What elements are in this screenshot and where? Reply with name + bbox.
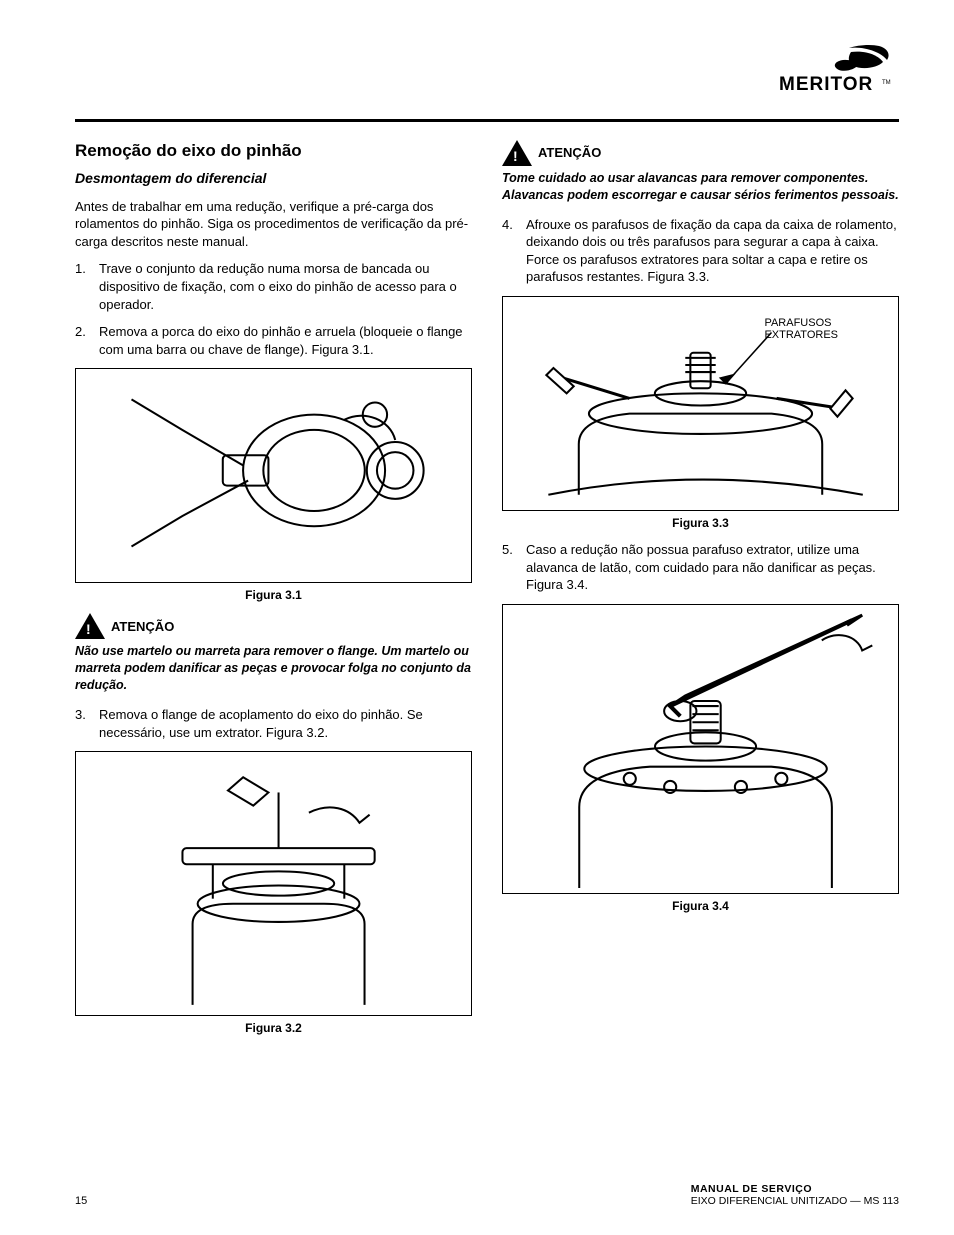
warning-header: ATENÇÃO [502,140,899,166]
step-number: 5. [502,541,526,594]
header-rule [75,119,899,122]
warning-label: ATENÇÃO [111,618,174,636]
page-number: 15 [75,1195,87,1207]
step-text: Trave o conjunto da redução numa morsa d… [99,260,472,313]
svg-text:TM: TM [882,80,891,86]
step-text: Afrouxe os parafusos de fixação da capa … [526,216,899,286]
figure-3-1 [75,368,472,583]
footer-subtitle: EIXO DIFERENCIAL UNITIZADO — MS 113 [691,1195,899,1207]
left-column: Remoção do eixo do pinhão Desmontagem do… [75,140,472,1180]
step-number: 3. [75,706,99,741]
step-2: 2. Remova a porca do eixo do pinhão e ar… [75,323,472,358]
figure-caption: Figura 3.3 [502,515,899,531]
brand-logo: MERITOR TM [779,40,899,105]
figure-3-2 [75,751,472,1016]
figure-caption: Figura 3.2 [75,1020,472,1036]
intro-paragraph: Antes de trabalhar em uma redução, verif… [75,198,472,251]
section-title: Remoção do eixo do pinhão [75,140,472,163]
figure-3-4 [502,604,899,894]
figure-caption: Figura 3.4 [502,898,899,914]
svg-text:MERITOR: MERITOR [779,74,873,95]
step-number: 2. [75,323,99,358]
step-3: 3. Remova o flange de acoplamento do eix… [75,706,472,741]
step-5: 5. Caso a redução não possua parafuso ex… [502,541,899,594]
step-number: 4. [502,216,526,286]
step-1: 1. Trave o conjunto da redução numa mors… [75,260,472,313]
step-text: Remova a porca do eixo do pinhão e arrue… [99,323,472,358]
section-subtitle: Desmontagem do diferencial [75,169,472,188]
figure-caption: Figura 3.1 [75,587,472,603]
step-text: Remova o flange de acoplamento do eixo d… [99,706,472,741]
warning-text: Não use martelo ou marreta para remover … [75,643,472,694]
warning-text: Tome cuidado ao usar alavancas para remo… [502,170,899,204]
figure-callout: PARAFUSOS EXTRATORES [764,317,838,341]
warning-label: ATENÇÃO [538,144,601,162]
step-4: 4. Afrouxe os parafusos de fixação da ca… [502,216,899,286]
warning-icon [75,613,105,639]
figure-3-3: PARAFUSOS EXTRATORES [502,296,899,511]
footer-title: MANUAL DE SERVIÇO [691,1183,899,1195]
warning-icon [502,140,532,166]
warning-header: ATENÇÃO [75,613,472,639]
footer-right: MANUAL DE SERVIÇO EIXO DIFERENCIAL UNITI… [691,1183,899,1207]
right-column: ATENÇÃO Tome cuidado ao usar alavancas p… [502,140,899,1180]
step-number: 1. [75,260,99,313]
step-text: Caso a redução não possua parafuso extra… [526,541,899,594]
